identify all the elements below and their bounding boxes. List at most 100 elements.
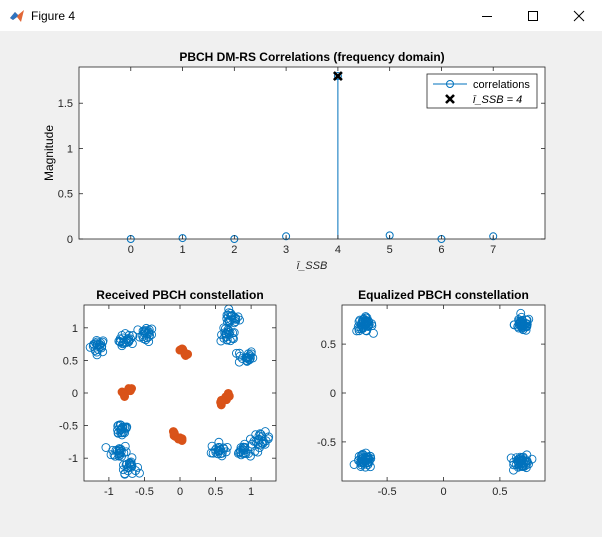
stem-ytick-label: 1 [67,143,73,155]
legend-cross-marker [445,94,455,104]
received-data-point [206,448,216,458]
equalized-data-point [357,454,367,464]
stem-marker [333,72,342,81]
minimize-icon [482,15,492,17]
received-data-point [245,354,255,364]
received-data-point [119,460,128,470]
equalized-data-point [357,460,367,470]
received-data-point [123,463,133,473]
equalized-data-point [516,453,526,463]
equalized-data-point [509,457,519,467]
received-data-point [242,353,252,363]
stem-xtick-label: 5 [387,244,393,256]
received-ytick-label: 0 [72,388,78,400]
matlab-icon [10,10,24,22]
received-data-point [216,336,226,346]
legend-entry-issb: ī_SSB = 4 [473,94,522,106]
stem-xtick-label: 1 [179,244,185,256]
received-data-point [96,338,106,348]
received-data-point [228,328,238,338]
close-button[interactable] [556,0,602,31]
received-data-point [235,447,245,457]
close-icon [573,10,585,21]
received-ytick-label: 0.5 [63,355,78,367]
received-data-point [141,323,151,333]
received-data-point [249,436,259,446]
equalized-data-point [368,328,378,338]
maximize-icon [528,10,538,21]
received-data-point [101,443,111,452]
received-xtick-label: 0 [177,486,183,498]
received-data-point [92,347,102,357]
received-data-point [98,337,108,347]
received-data-point [117,330,127,340]
received-data-point [121,423,131,433]
issb-cross-marker [332,71,343,81]
received-data-point [228,334,238,344]
equalized-data-point [353,322,363,332]
received-data-point [244,449,253,458]
pbch-dmrs-point [180,348,190,358]
received-data-point [217,448,227,458]
stem-marker [282,232,291,241]
equalized-data-point [522,315,532,325]
received-data-point [233,448,243,458]
received-ytick-label: -1 [68,453,78,465]
stem-ytick-label: 0.5 [58,189,73,201]
received-data-point [116,424,126,434]
received-data-point [222,335,232,345]
stem-ytick-label: 0 [67,234,73,246]
equalized-data-point [518,461,528,471]
received-data-point [254,434,264,444]
equalized-ytick-label: 0.5 [321,339,336,351]
received-data-point [125,458,135,468]
received-data-point [115,445,125,455]
minimize-button[interactable] [464,0,510,31]
received-data-point [234,348,244,358]
equalized-data-point [506,453,516,463]
equalized-data-point [359,455,369,465]
stem-title: PBCH DM-RS Correlations (frequency domai… [179,50,444,64]
stem-axes-box [78,66,546,240]
equalized-data-point [513,321,523,331]
equalized-data-point [354,317,364,327]
received-data-point [260,427,270,437]
equalized-xtick-label: 0.5 [492,486,507,498]
received-data-point [113,421,123,431]
stem-xlabel: ī_SSB [297,260,328,272]
stem-marker [489,232,498,241]
received-data-point [255,429,265,439]
received-data-point [135,468,144,478]
received-data-point [253,447,263,457]
equalized-ytick-label: -0.5 [317,437,336,449]
stem-ytick-label: 1.5 [58,98,73,110]
pbch-dmrs-point [224,391,234,401]
figure-canvas: 0 1 2 3 4 5 6 7 0 0.5 1 1.5 PBCH DM-RS Correlations … [0,31,602,532]
received-data-point [225,336,235,346]
received-points [85,304,274,479]
received-data-point [242,356,252,366]
received-data-point [114,420,124,430]
received-data-point [230,313,240,323]
received-data-point [115,336,125,346]
received-data-point [121,338,131,348]
maximize-button[interactable] [510,0,556,31]
received-xtick-label: -0.5 [135,486,154,498]
equalized-data-point [362,321,372,331]
equalized-title: Equalized PBCH constellation [358,288,529,302]
equalized-data-point [518,455,528,465]
received-data-point [142,328,152,338]
figure-svg: 0 1 2 3 4 5 6 7 0 0.5 1 1.5 PBCH DM-RS Correlations … [42,50,546,498]
received-xtick-label: 1 [248,486,254,498]
received-data-point [251,430,261,440]
equalized-data-point [358,323,368,333]
equalized-plot-area [342,305,545,481]
stem-xtick-label: 2 [231,244,237,256]
equalized-ytick-label: 0 [330,388,336,400]
received-data-point [133,325,143,335]
equalized-data-point [517,318,527,328]
received-data-point [91,338,101,348]
received-data-point [219,323,229,333]
equalized-xtick-label: -0.5 [378,486,397,498]
received-data-point [226,312,236,322]
